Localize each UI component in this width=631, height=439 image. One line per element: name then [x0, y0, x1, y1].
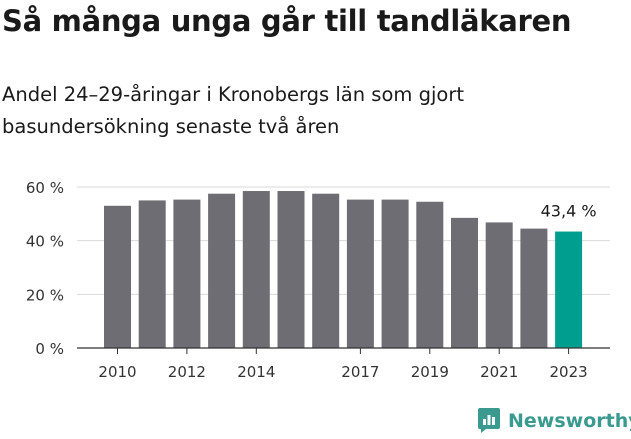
bar-chart: 0 % 20 % 40 % 60 % 2010 2012 2014 2017 2019 2021…: [26, 179, 610, 381]
x-tick-label: 2012: [168, 363, 206, 381]
chart-title: Så många unga går till tandläkaren: [2, 4, 572, 38]
data-label-2023: 43,4 %: [541, 202, 597, 221]
bar-2019: [416, 201, 444, 348]
brand-name: Newsworthy: [508, 409, 631, 432]
x-tick-label: 2017: [341, 363, 379, 381]
x-tick-label: 2010: [98, 363, 136, 381]
newsworthy-logo-icon: [478, 408, 500, 433]
bar-2011: [138, 200, 166, 348]
x-tick-label: 2019: [411, 363, 449, 381]
bar-2012: [173, 199, 201, 348]
bar-2013: [208, 193, 236, 348]
y-tick-label: 60 %: [26, 179, 64, 197]
bar-2018: [381, 199, 409, 348]
bar-2015: [277, 191, 305, 348]
chart-subtitle: Andel 24–29-åringar i Kronobergs län som…: [2, 83, 464, 138]
bar-2017: [346, 199, 374, 348]
bars: [104, 191, 583, 348]
x-tick-label: 2023: [550, 363, 588, 381]
y-tick-label: 40 %: [26, 233, 64, 251]
bar-2022: [520, 228, 548, 348]
x-axis: 2010 2012 2014 2017 2019 2021 2023: [77, 347, 610, 381]
bar-2023: [555, 231, 583, 348]
annotations: 43,4 %: [541, 202, 597, 221]
bar-2020: [451, 217, 478, 348]
x-tick-label: 2021: [480, 363, 518, 381]
bar-2021: [485, 222, 513, 348]
y-axis-tick-labels: 0 % 20 % 40 % 60 %: [26, 179, 64, 358]
y-tick-label: 0 %: [35, 340, 64, 358]
y-tick-label: 20 %: [26, 286, 64, 304]
bar-2016: [312, 193, 340, 348]
x-tick-label: 2014: [237, 363, 275, 381]
bar-2014: [242, 191, 270, 348]
newsworthy-brand: Newsworthy: [477, 407, 631, 434]
bar-2010: [104, 205, 131, 348]
